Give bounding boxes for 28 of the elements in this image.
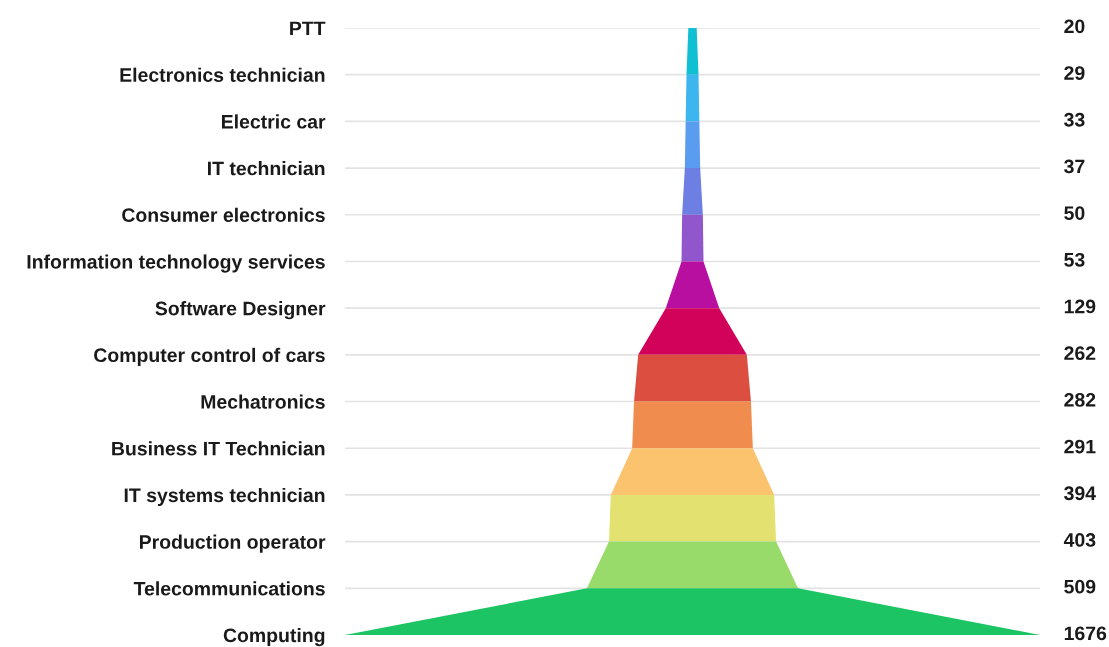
- data-label: 129: [1064, 299, 1096, 314]
- data-label: 1676: [1064, 626, 1107, 641]
- category-label: Mechatronics: [201, 394, 325, 409]
- category-label: Consumer electronics: [122, 207, 325, 223]
- category-label: Production operator: [139, 534, 326, 553]
- data-label: 282: [1064, 392, 1096, 407]
- data-label: 37: [1064, 159, 1085, 174]
- category-label: IT technician: [208, 161, 325, 176]
- data-label: 29: [1064, 66, 1085, 80]
- category-label: Computer control of cars: [94, 347, 325, 366]
- category-label: Business IT Technician: [112, 441, 325, 456]
- data-label: 509: [1064, 579, 1096, 594]
- data-label: 394: [1064, 486, 1096, 501]
- category-label: Software Designer: [155, 301, 326, 320]
- category-label: Electronics technician: [120, 67, 325, 82]
- data-label: 53: [1064, 252, 1085, 267]
- data-label: 403: [1063, 533, 1096, 547]
- data-label: 20: [1064, 19, 1085, 34]
- category-label: Computing: [223, 627, 325, 647]
- category-label: IT systems technician: [124, 487, 325, 506]
- data-label: 291: [1064, 439, 1096, 454]
- data-label: 262: [1064, 346, 1096, 361]
- category-label: Information technology services: [27, 254, 325, 273]
- category-label: Telecommunications: [133, 581, 325, 596]
- category-label: Electric car: [222, 114, 326, 129]
- data-label: 50: [1064, 206, 1085, 220]
- category-label: PTT: [290, 21, 326, 36]
- data-label: 33: [1064, 112, 1085, 127]
